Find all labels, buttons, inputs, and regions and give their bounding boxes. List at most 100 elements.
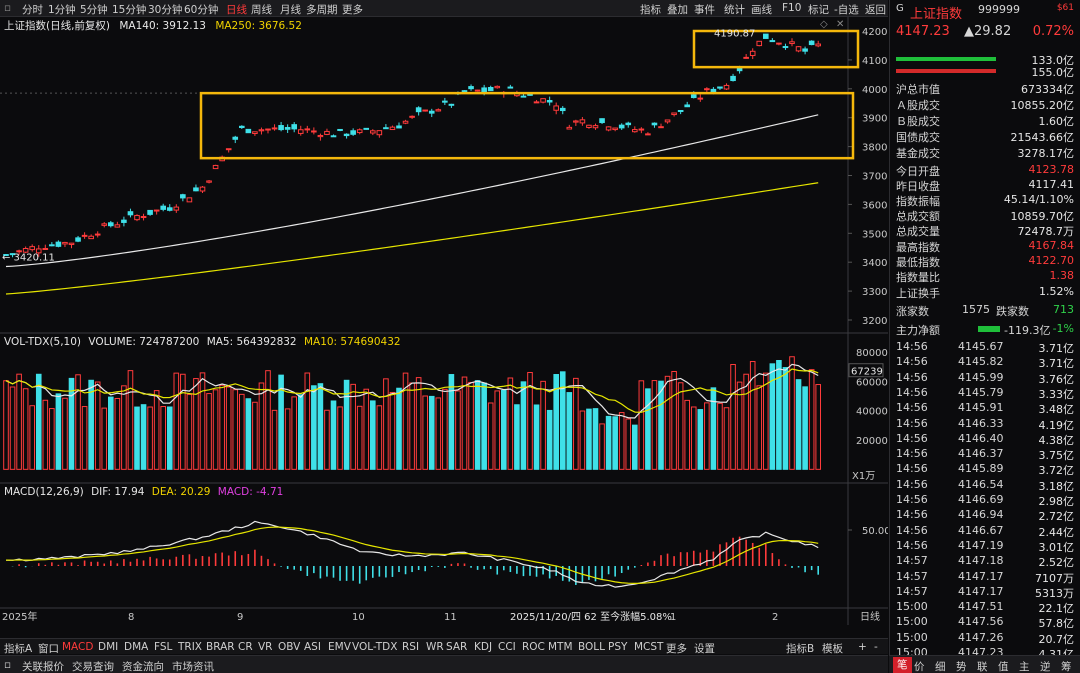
indicator-tab-5[interactable]: FSL: [154, 641, 173, 653]
indicator-tab-4[interactable]: DMA: [124, 641, 149, 653]
stat-value: 10855.20亿: [1010, 99, 1075, 112]
volume-bar: [88, 379, 94, 470]
indicator-tab-right-2[interactable]: +: [858, 641, 867, 653]
side-tab-4[interactable]: 联: [977, 661, 988, 673]
indicator-tab-14[interactable]: RSI: [402, 641, 420, 653]
indicator-tab-13[interactable]: VOL-TDX: [352, 641, 398, 653]
indicator-tab-19[interactable]: ROC: [522, 641, 545, 653]
candle-body: [468, 86, 474, 90]
indicator-tab-right-3[interactable]: -: [874, 641, 878, 653]
period-tab-3[interactable]: 15分钟: [112, 4, 147, 16]
tick-row[interactable]: 14:56 4145.79 3.33亿: [896, 386, 1074, 401]
tick-row[interactable]: 14:56 4146.37 3.75亿: [896, 447, 1074, 462]
indicator-tab-right-0[interactable]: 指标B: [786, 643, 815, 655]
side-tab-8[interactable]: 筹: [1061, 661, 1072, 673]
bottom-layout-icon[interactable]: ▫: [4, 659, 12, 671]
side-tab-6[interactable]: 主: [1019, 661, 1030, 673]
indicator-tab-0[interactable]: 指标A: [4, 643, 33, 655]
indicator-tab-22[interactable]: PSY: [608, 641, 628, 653]
layout-icon[interactable]: ▫: [4, 2, 12, 14]
tick-row[interactable]: 14:56 4145.67 3.71亿: [896, 340, 1074, 355]
period-tab-0[interactable]: 分时: [22, 4, 43, 16]
tick-row[interactable]: 14:57 4147.17 5313万: [896, 585, 1074, 600]
bottom-link-3[interactable]: 市场资讯: [172, 661, 214, 673]
candle-body: [566, 126, 573, 130]
indicator-tab-12[interactable]: EMV: [328, 641, 351, 653]
indicator-tab-2[interactable]: MACD: [62, 641, 94, 653]
indicator-tab-20[interactable]: MTM: [548, 641, 573, 653]
tool-5[interactable]: F10: [782, 2, 802, 14]
indicator-tab-10[interactable]: OBV: [278, 641, 301, 653]
tool-0[interactable]: 指标: [640, 4, 661, 16]
period-tab-6[interactable]: 日线: [226, 4, 247, 16]
tick-row[interactable]: 14:56 4146.54 3.18亿: [896, 478, 1074, 493]
side-tab-3[interactable]: 势: [956, 661, 967, 673]
tool-8[interactable]: 返回: [865, 4, 886, 16]
side-tab-7[interactable]: 逆: [1040, 661, 1051, 673]
tick-row[interactable]: 15:00 4147.26 20.7亿: [896, 631, 1074, 646]
tick-row[interactable]: 14:57 4147.18 2.52亿: [896, 554, 1074, 569]
indicator-tab-18[interactable]: CCI: [498, 641, 516, 653]
tool-1[interactable]: 叠加: [667, 4, 688, 16]
indicator-tab-17[interactable]: KDJ: [474, 641, 493, 653]
indicator-tab-7[interactable]: BRAR: [206, 641, 235, 653]
tick-row[interactable]: 14:57 4147.17 7107万: [896, 570, 1074, 585]
period-tab-2[interactable]: 5分钟: [80, 4, 108, 16]
tick-row[interactable]: 15:00 4147.51 22.1亿: [896, 600, 1074, 615]
period-tab-1[interactable]: 1分钟: [48, 4, 76, 16]
tool-3[interactable]: 统计: [724, 4, 745, 16]
tick-amount: 5313万: [1035, 586, 1074, 600]
period-tab-8[interactable]: 月线: [280, 4, 301, 16]
period-tab-7[interactable]: 周线: [251, 4, 272, 16]
tick-row[interactable]: 14:56 4146.69 2.98亿: [896, 493, 1074, 508]
side-tab-2[interactable]: 细: [935, 661, 946, 673]
bottom-link-1[interactable]: 交易查询: [72, 661, 114, 673]
up-count: 1575: [962, 303, 990, 316]
indicator-tab-15[interactable]: WR: [426, 641, 444, 653]
tick-row[interactable]: 14:56 4146.33 4.19亿: [896, 417, 1074, 432]
side-tab-1[interactable]: 价: [914, 661, 925, 673]
chart-canvas[interactable]: 4200 4100 4000 3900 3800 3700 3600 3500 3400 3300…: [0, 17, 891, 625]
tick-row[interactable]: 14:56 4145.91 3.48亿: [896, 401, 1074, 416]
volume-bar: [3, 380, 9, 470]
tick-time: 14:56: [896, 462, 928, 476]
indicator-tab-16[interactable]: SAR: [446, 641, 468, 653]
period-tab-4[interactable]: 30分钟: [148, 4, 183, 16]
indicator-tab-6[interactable]: TRIX: [178, 641, 202, 653]
tick-row[interactable]: 14:56 4146.40 4.38亿: [896, 432, 1074, 447]
indicator-tab-8[interactable]: CR: [238, 641, 253, 653]
volume-bar: [461, 376, 468, 470]
tool-7[interactable]: -自选: [834, 4, 859, 16]
indicator-tab-3[interactable]: DMI: [98, 641, 119, 653]
tick-row[interactable]: 14:56 4146.94 2.72亿: [896, 508, 1074, 523]
tool-4[interactable]: 画线: [751, 4, 772, 16]
tick-row[interactable]: 14:56 4147.19 3.01亿: [896, 539, 1074, 554]
indicator-tab-right-1[interactable]: 模板: [822, 643, 843, 655]
indicator-tab-25[interactable]: 设置: [694, 643, 715, 655]
indicator-tab-11[interactable]: ASI: [304, 641, 321, 653]
dif-line: [5, 520, 819, 588]
tool-2[interactable]: 事件: [694, 4, 715, 16]
tick-row[interactable]: 14:56 4145.89 3.72亿: [896, 462, 1074, 477]
tool-6[interactable]: 标记: [808, 4, 829, 16]
tick-row[interactable]: 15:00 4147.56 57.8亿: [896, 615, 1074, 630]
volume-bar: [815, 384, 822, 470]
period-tab-5[interactable]: 60分钟: [184, 4, 219, 16]
period-tab-9[interactable]: 多周期: [306, 4, 338, 16]
indicator-tab-9[interactable]: VR: [258, 641, 273, 653]
tick-amount: 3.18亿: [1038, 479, 1075, 493]
bottom-link-0[interactable]: 关联报价: [22, 661, 64, 673]
indicator-tab-21[interactable]: BOLL: [578, 641, 605, 653]
tick-row[interactable]: 14:56 4145.82 3.71亿: [896, 355, 1074, 370]
indicator-tab-24[interactable]: 更多: [666, 643, 687, 655]
bottom-link-2[interactable]: 资金流向: [122, 661, 164, 673]
indicator-tab-1[interactable]: 窗口: [38, 643, 59, 655]
side-tab-0[interactable]: 笔: [893, 657, 912, 673]
tick-row[interactable]: 14:56 4146.67 2.44亿: [896, 524, 1074, 539]
period-tab-10[interactable]: 更多: [342, 4, 363, 16]
side-tab-5[interactable]: 值: [998, 661, 1009, 673]
indicator-tab-23[interactable]: MCST: [634, 641, 664, 653]
tick-row[interactable]: 14:56 4145.99 3.76亿: [896, 371, 1074, 386]
candle-body: [376, 130, 383, 136]
kline-chart-area[interactable]: 4200 4100 4000 3900 3800 3700 3600 3500 3400 3300…: [0, 17, 891, 625]
